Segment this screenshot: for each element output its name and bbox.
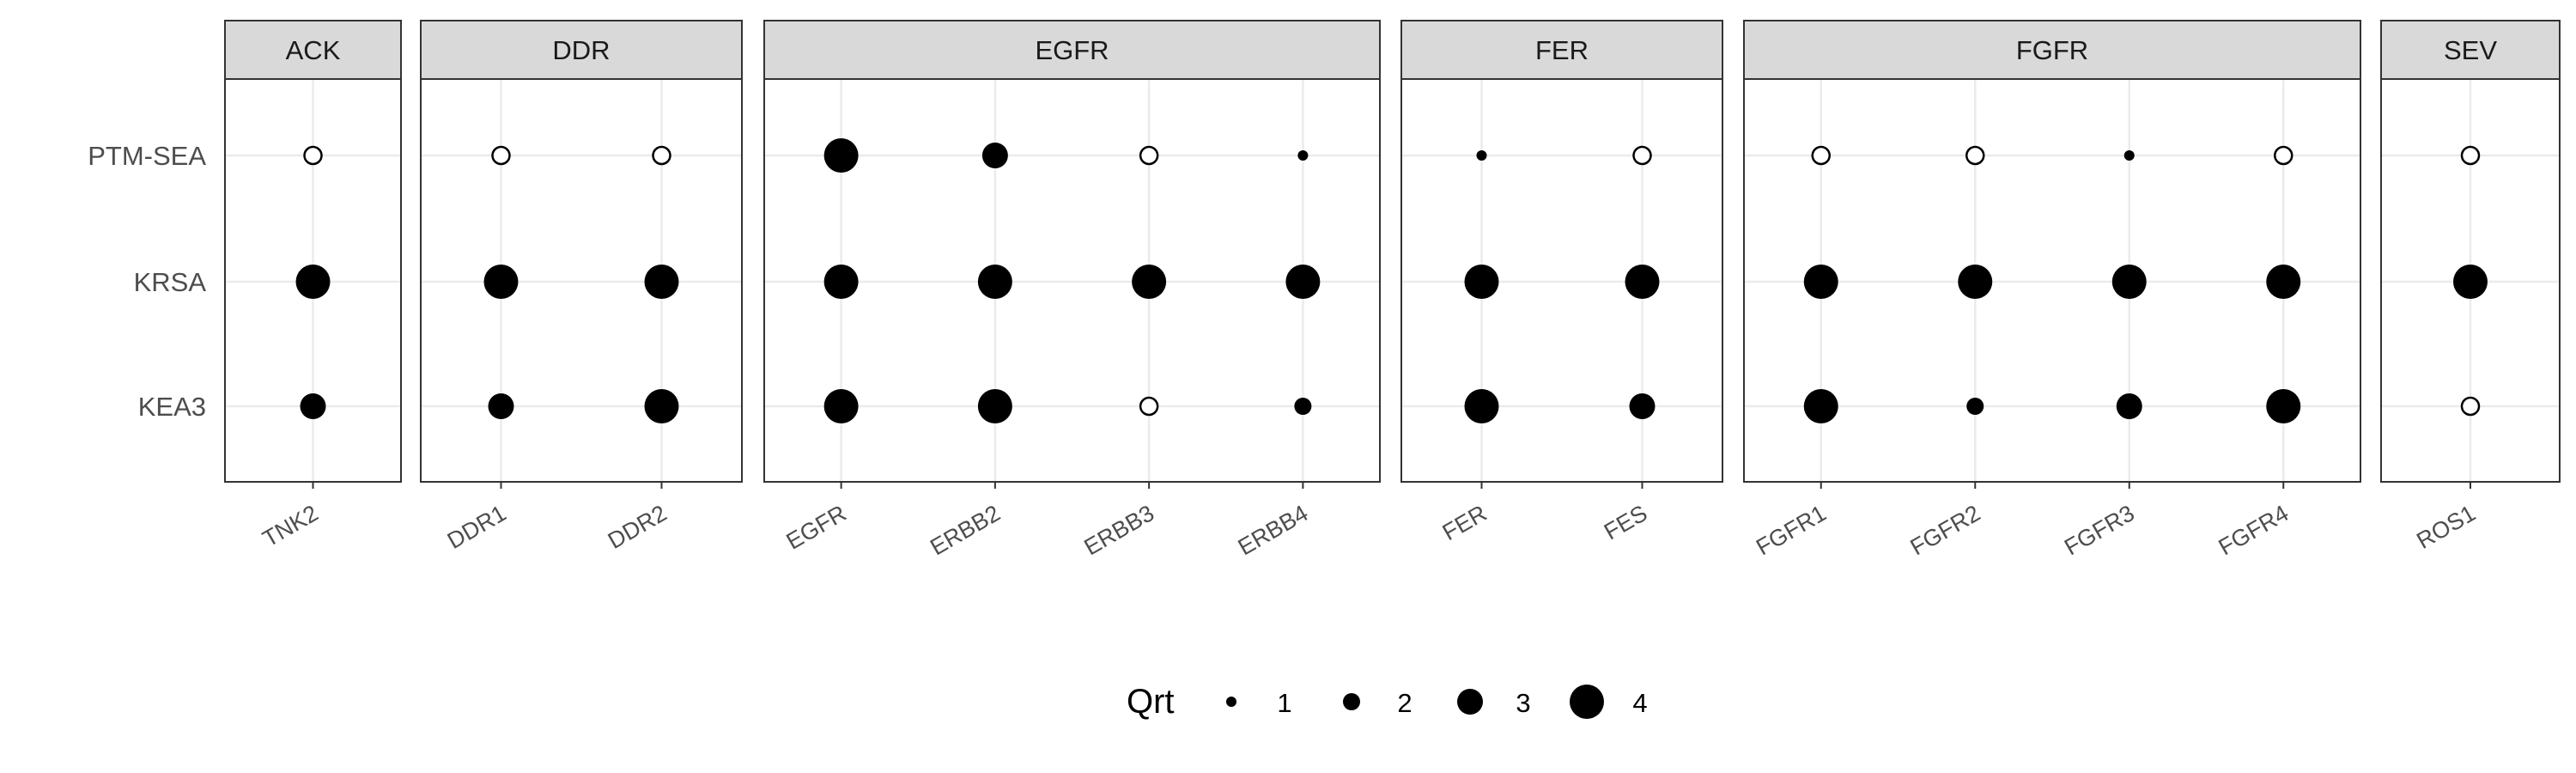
data-point: [295, 265, 331, 299]
x-tick-label: FGFR4: [2215, 500, 2293, 560]
data-point: [1966, 398, 1984, 415]
facet-strip-label: DDR: [552, 35, 610, 65]
data-point: [644, 389, 679, 423]
legend-label: 1: [1277, 688, 1291, 718]
data-point: [1965, 145, 1985, 166]
x-tick-label: ROS1: [2412, 500, 2480, 554]
legend-key: [1570, 685, 1604, 719]
data-point: [823, 389, 859, 423]
data-point: [1632, 145, 1652, 166]
facet-strip: [420, 20, 743, 80]
data-point: [1625, 265, 1660, 299]
data-point: [2123, 150, 2135, 161]
legend-label: 2: [1397, 688, 1412, 718]
data-point: [2453, 265, 2488, 299]
x-tick-label: DDR2: [604, 500, 671, 554]
panel-background: [1744, 79, 2360, 482]
data-point: [491, 145, 511, 166]
data-point: [1139, 396, 1159, 417]
x-tick-label: DDR1: [443, 500, 511, 554]
panel-background: [1401, 79, 1722, 482]
panel-border: [763, 78, 1381, 483]
facet-strip-label: ACK: [286, 35, 341, 65]
data-point: [2460, 145, 2481, 166]
x-tick-label: FGFR3: [2060, 500, 2139, 560]
data-point: [2460, 396, 2481, 417]
data-point: [2274, 145, 2293, 166]
data-point: [1139, 145, 1159, 166]
data-point: [2266, 265, 2301, 299]
facet-strip: [2380, 20, 2561, 80]
panel-border: [1743, 78, 2361, 483]
x-tick-label: ERBB4: [1234, 500, 1313, 560]
facet-strip: [1400, 20, 1723, 80]
facet-ack: ACK TNK2: [224, 20, 402, 552]
facet-strip-label: SEV: [2444, 35, 2497, 65]
legend: Qrt 1 2 3 4: [1127, 683, 1648, 721]
x-tick-label: TNK2: [258, 500, 323, 551]
legend-label: 3: [1516, 688, 1530, 718]
facet-strip: [224, 20, 402, 80]
facet-strip: [1743, 20, 2361, 80]
facet-ddr: DDR DDR1 DDR2: [420, 20, 743, 554]
data-point: [823, 138, 859, 173]
data-point: [977, 389, 1012, 423]
x-tick-label: FGFR2: [1906, 500, 1985, 560]
data-point: [977, 265, 1012, 299]
facet-strip-label: FER: [1535, 35, 1589, 65]
legend-label: 4: [1632, 688, 1647, 718]
data-point: [1285, 265, 1321, 299]
facet-fgfr: FGFR FGFR1 FGFR2 FGFR3 FGFR4: [1743, 20, 2361, 560]
data-point: [300, 393, 326, 419]
data-point: [2266, 389, 2301, 423]
facet-strip-label: EGFR: [1035, 35, 1109, 65]
data-point: [1958, 265, 1993, 299]
data-point: [1811, 145, 1831, 166]
panel-border: [420, 78, 743, 483]
data-point: [1132, 265, 1167, 299]
panel-background: [421, 79, 742, 482]
legend-title: Qrt: [1127, 683, 1175, 721]
data-point: [303, 145, 323, 166]
panel-border: [1400, 78, 1723, 483]
data-point: [1464, 265, 1499, 299]
data-point: [823, 265, 859, 299]
data-point: [1803, 265, 1838, 299]
data-point: [644, 265, 679, 299]
x-tick-label: EGFR: [782, 500, 851, 554]
y-tick-label: PTM-SEA: [88, 141, 206, 171]
panel-background: [764, 79, 1380, 482]
x-tick-label: FER: [1438, 500, 1492, 545]
data-point: [981, 143, 1008, 168]
facet-strip-label: FGFR: [2016, 35, 2088, 65]
x-tick-label: FES: [1600, 500, 1651, 545]
data-point: [1476, 150, 1487, 161]
legend-key: [1343, 693, 1360, 710]
data-point: [488, 393, 514, 419]
data-point: [652, 145, 671, 166]
data-point: [1629, 393, 1656, 419]
legend-key: [1226, 697, 1236, 707]
x-tick-label: ERBB3: [1079, 500, 1158, 560]
y-tick-label: KEA3: [138, 392, 206, 422]
facet-fer: FER FER FES: [1400, 20, 1723, 545]
facet-sev: SEV ROS1: [2380, 20, 2561, 554]
data-point: [2111, 265, 2147, 299]
data-point: [1803, 389, 1838, 423]
data-point: [483, 265, 519, 299]
legend-key: [1457, 689, 1483, 715]
x-tick-label: ERBB2: [926, 500, 1005, 560]
data-point: [1297, 150, 1309, 161]
x-tick-label: FGFR1: [1752, 500, 1831, 560]
data-point: [1464, 389, 1499, 423]
facet-egfr: EGFR EGFR ERBB2 ERBB3 ERBB4: [763, 20, 1381, 560]
data-point: [1294, 398, 1312, 415]
data-point: [2116, 393, 2142, 419]
y-tick-label: KRSA: [134, 267, 207, 297]
